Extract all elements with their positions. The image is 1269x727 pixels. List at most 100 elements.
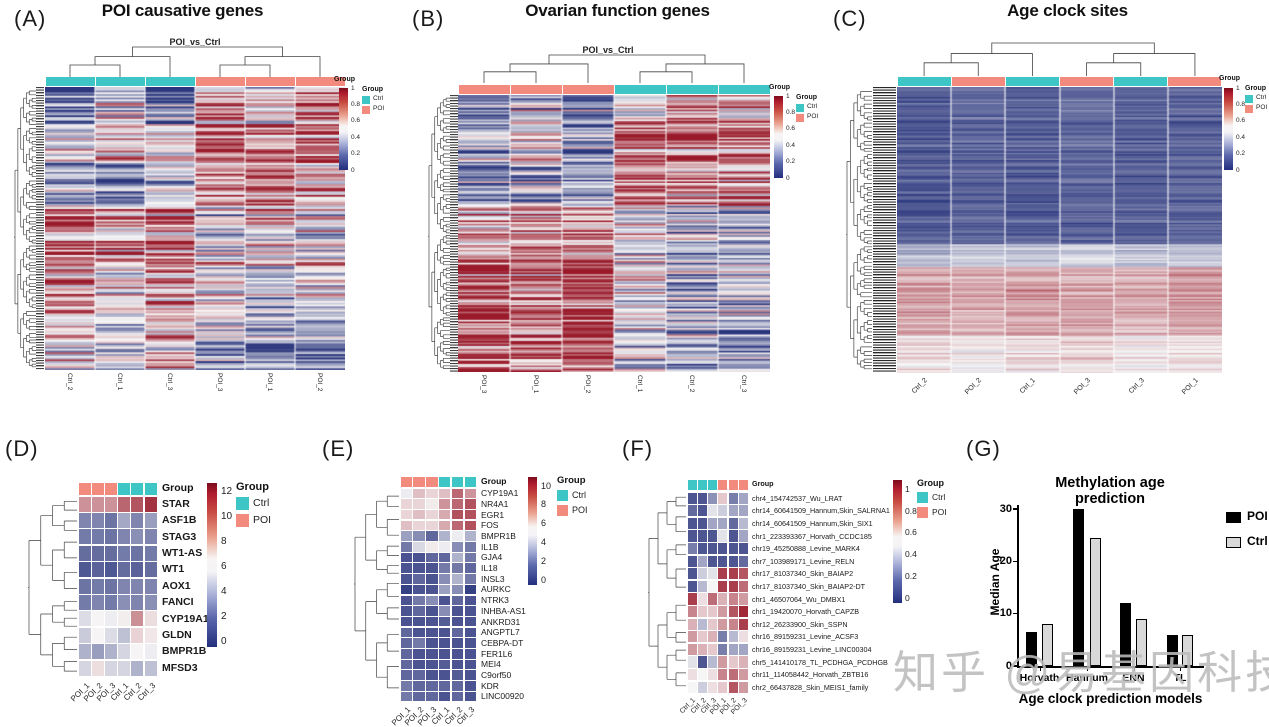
- heatmap-cell: [708, 517, 718, 530]
- row-label: STAR: [162, 497, 190, 510]
- heatmap-cell: [451, 691, 464, 702]
- y-tick-mark: [1013, 612, 1018, 615]
- colorbar-tick: 8: [541, 499, 547, 510]
- heatmap-cell: [697, 668, 707, 681]
- dendrogram-branch: [548, 54, 706, 64]
- heatmap-cell: [118, 562, 131, 578]
- heatmap-cell: [728, 656, 738, 668]
- heatmap-cell: [718, 530, 728, 542]
- heatmap-cell: [464, 499, 477, 509]
- heatmap-cell: [451, 659, 464, 670]
- heatmap-cell: [451, 552, 464, 563]
- legend-title: Group: [917, 478, 944, 488]
- column-dendrogram: [69, 46, 321, 77]
- row-label: chr1_46507064_Wu_DMBX1: [752, 594, 846, 604]
- heatmap-c-canvas: [897, 87, 1222, 373]
- heatmap-cell: [464, 681, 477, 691]
- heatmap-cell: [451, 574, 464, 584]
- heatmap-cell: [413, 552, 425, 563]
- dendrogram-branch: [1086, 62, 1142, 76]
- colorbar-tick: 0.6: [351, 117, 361, 125]
- heatmap-cell: [718, 505, 728, 517]
- heatmap-cell: [728, 605, 738, 618]
- heatmap-cell: [78, 529, 91, 545]
- annotation-label: Group: [752, 479, 774, 488]
- group-annotation-cell: [91, 483, 104, 495]
- x-tick-mark: [1087, 666, 1089, 671]
- heatmap-cell: [464, 595, 477, 605]
- legend-item-label: Ctrl: [373, 95, 384, 102]
- heatmap-cell: [91, 578, 104, 594]
- heatmap-cell: [131, 578, 144, 594]
- heatmap-cell: [400, 488, 413, 498]
- dendrogram-branch: [354, 495, 399, 689]
- heatmap-cell: [426, 670, 438, 680]
- x-tick-mark: [1180, 666, 1182, 671]
- heatmap-cell: [451, 509, 464, 520]
- colorbar-tick: 0.2: [351, 150, 361, 158]
- column-label: POI_3: [1072, 377, 1092, 396]
- column-label: POI_1: [1180, 377, 1200, 396]
- heatmap-cell: [718, 618, 728, 630]
- bar-poi: [1120, 603, 1131, 666]
- heatmap-cell: [91, 627, 104, 643]
- heatmap-cell: [739, 681, 749, 693]
- heatmap-cell: [687, 656, 697, 668]
- bar-ctrl: [1042, 624, 1053, 666]
- row-label: MEI4: [481, 659, 501, 670]
- heatmap-cell: [708, 593, 718, 605]
- column-label: Ctrl_2: [688, 375, 695, 393]
- heatmap-cell: [687, 618, 697, 630]
- colorbar-tick: 10: [221, 511, 233, 522]
- dendrogram-branch: [244, 56, 321, 77]
- heatmap-cell: [400, 659, 413, 670]
- row-labels-smudge: [450, 95, 458, 372]
- heatmap-cell: [400, 595, 413, 605]
- heatmap-cell: [91, 660, 104, 676]
- heatmap-cell: [697, 656, 707, 668]
- heatmap-cell: [708, 631, 718, 643]
- heatmap-cell: [144, 644, 157, 660]
- heatmap-cell: [718, 643, 728, 656]
- heatmap-cell: [104, 627, 117, 643]
- heatmap-cell: [708, 492, 718, 504]
- column-dendrogram: [923, 42, 1196, 76]
- heatmap-cell: [739, 542, 749, 555]
- legend-item-label: Ctrl: [1247, 534, 1268, 548]
- colorbar-tick: 0.8: [351, 100, 361, 108]
- legend-item-label: Ctrl: [1256, 94, 1267, 101]
- heatmap-cell: [144, 496, 157, 512]
- heatmap-cell: [104, 644, 117, 660]
- legend-title: Group: [796, 94, 817, 101]
- heatmap-cell: [426, 616, 438, 627]
- panel-a-tag: (A): [14, 6, 47, 31]
- heatmap-cell: [451, 606, 464, 616]
- colorbar-tick: 0.4: [786, 141, 796, 149]
- heatmap-cell: [426, 488, 438, 498]
- heatmap-cell: [464, 552, 477, 563]
- heatmap-cell: [426, 509, 438, 520]
- heatmap-cell: [426, 531, 438, 541]
- heatmap-cell: [426, 659, 438, 670]
- column-label: POI_2: [316, 373, 323, 392]
- bar-ctrl: [1182, 634, 1193, 666]
- heatmap-cell: [728, 618, 738, 630]
- colorbar-tick: 0.6: [1236, 117, 1246, 125]
- heatmap-cell: [739, 530, 749, 542]
- row-label: WT1-AS: [162, 546, 203, 559]
- group-annotation-cell: [951, 77, 1005, 86]
- heatmap-cell: [718, 517, 728, 530]
- heatmap-cell: [400, 681, 413, 691]
- bar-chart-title: Methylation age prediction: [1055, 475, 1165, 507]
- colorbar-tick: 1: [786, 92, 790, 100]
- row-label: AOX1: [162, 579, 191, 592]
- heatmap-cell: [739, 605, 749, 618]
- heatmap-cell: [413, 520, 425, 531]
- heatmap-cell: [400, 509, 413, 520]
- heatmap-cell: [687, 542, 697, 555]
- row-label: chr16_89159231_Levine_LINC00304: [752, 645, 872, 654]
- heatmap-cell: [697, 542, 707, 555]
- row-label: chr17_81037340_Skin_BAIAP2: [752, 569, 854, 579]
- heatmap-cell: [104, 578, 117, 594]
